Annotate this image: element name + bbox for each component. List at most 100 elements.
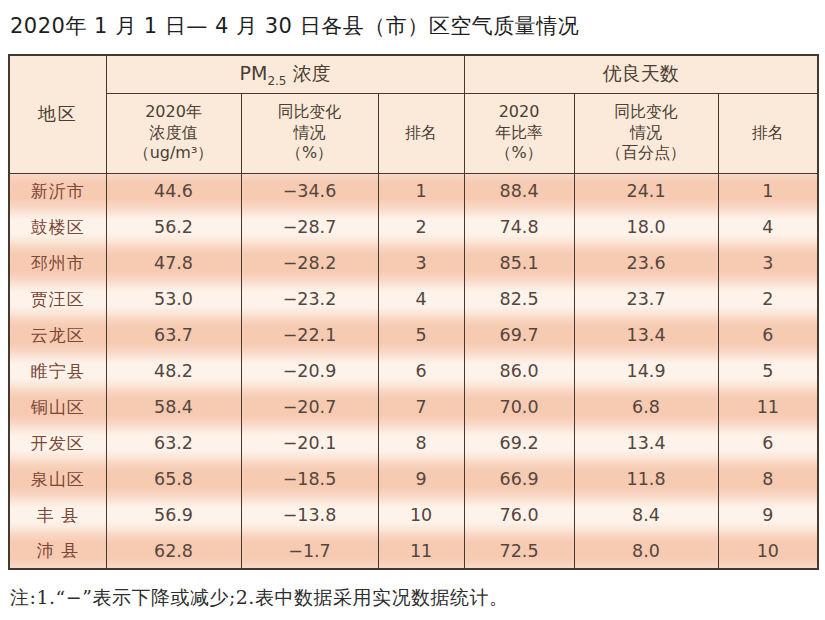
cell-good-change: 23.6 bbox=[574, 245, 718, 281]
header-line: 浓度值 bbox=[107, 123, 241, 144]
cell-good-change: 14.9 bbox=[574, 353, 718, 389]
air-quality-table: 地区 PM2.5 浓度 优良天数 2020年 浓度值 （ug/m³） 同比变化 … bbox=[8, 54, 819, 570]
cell-good-change: 23.7 bbox=[574, 281, 718, 317]
header-line: 年比率 bbox=[465, 123, 574, 144]
table-row: 泉山区 65.8 −18.5 9 66.9 11.8 8 bbox=[9, 461, 818, 497]
cell-good-rank: 1 bbox=[718, 173, 818, 209]
cell-good-change: 24.1 bbox=[574, 173, 718, 209]
cell-good-rank: 6 bbox=[718, 317, 818, 353]
column-header-pm-rank: 排名 bbox=[378, 93, 464, 173]
cell-pm-value: 56.9 bbox=[106, 497, 241, 533]
header-line: 同比变化 bbox=[575, 102, 718, 123]
cell-good-rank: 11 bbox=[718, 389, 818, 425]
cell-good-rate: 70.0 bbox=[464, 389, 574, 425]
cell-region: 泉山区 bbox=[9, 461, 106, 497]
cell-pm-change: −34.6 bbox=[241, 173, 378, 209]
cell-pm-change: −22.1 bbox=[241, 317, 378, 353]
cell-pm-value: 56.2 bbox=[106, 209, 241, 245]
cell-good-change: 11.8 bbox=[574, 461, 718, 497]
cell-pm-value: 53.0 bbox=[106, 281, 241, 317]
cell-pm-value: 63.2 bbox=[106, 425, 241, 461]
cell-good-rank: 10 bbox=[718, 533, 818, 569]
cell-good-rank: 4 bbox=[718, 209, 818, 245]
cell-pm-value: 58.4 bbox=[106, 389, 241, 425]
table-row: 沛 县 62.8 −1.7 11 72.5 8.0 10 bbox=[9, 533, 818, 569]
cell-good-rate: 86.0 bbox=[464, 353, 574, 389]
cell-pm-rank: 5 bbox=[378, 317, 464, 353]
header-line: （%） bbox=[242, 143, 378, 164]
footnote: 注:1.“−”表示下降或减少;2.表中数据采用实况数据统计。 bbox=[10, 585, 817, 611]
cell-good-rank: 9 bbox=[718, 497, 818, 533]
header-line: （ug/m³） bbox=[107, 143, 241, 164]
cell-good-change: 6.8 bbox=[574, 389, 718, 425]
cell-good-rate: 74.8 bbox=[464, 209, 574, 245]
cell-pm-rank: 8 bbox=[378, 425, 464, 461]
column-header-good-rank: 排名 bbox=[718, 93, 818, 173]
cell-good-rank: 2 bbox=[718, 281, 818, 317]
header-line: 2020年 bbox=[107, 102, 241, 123]
cell-region: 开发区 bbox=[9, 425, 106, 461]
cell-pm-change: −1.7 bbox=[241, 533, 378, 569]
pm25-label-prefix: PM bbox=[240, 62, 268, 84]
cell-good-rate: 88.4 bbox=[464, 173, 574, 209]
table-row: 鼓楼区 56.2 −28.7 2 74.8 18.0 4 bbox=[9, 209, 818, 245]
cell-pm-value: 47.8 bbox=[106, 245, 241, 281]
header-line: （%） bbox=[465, 143, 574, 164]
header-line: 2020 bbox=[465, 102, 574, 123]
cell-pm-rank: 7 bbox=[378, 389, 464, 425]
cell-pm-value: 44.6 bbox=[106, 173, 241, 209]
cell-good-change: 8.0 bbox=[574, 533, 718, 569]
pm25-label-suffix: 浓度 bbox=[286, 62, 330, 84]
cell-good-rank: 8 bbox=[718, 461, 818, 497]
cell-region: 沛 县 bbox=[9, 533, 106, 569]
page: 2020年 1 月 1 日— 4 月 30 日各县（市）区空气质量情况 地区 P… bbox=[0, 0, 825, 611]
cell-region: 鼓楼区 bbox=[9, 209, 106, 245]
header-sub-row: 2020年 浓度值 （ug/m³） 同比变化 情况 （%） 排名 2020 年比… bbox=[9, 93, 818, 173]
cell-good-change: 13.4 bbox=[574, 425, 718, 461]
cell-good-rate: 76.0 bbox=[464, 497, 574, 533]
cell-good-rank: 3 bbox=[718, 245, 818, 281]
page-title: 2020年 1 月 1 日— 4 月 30 日各县（市）区空气质量情况 bbox=[10, 12, 817, 40]
table-row: 睢宁县 48.2 −20.9 6 86.0 14.9 5 bbox=[9, 353, 818, 389]
cell-good-rate: 82.5 bbox=[464, 281, 574, 317]
table-row: 云龙区 63.7 −22.1 5 69.7 13.4 6 bbox=[9, 317, 818, 353]
cell-region: 睢宁县 bbox=[9, 353, 106, 389]
cell-pm-change: −23.2 bbox=[241, 281, 378, 317]
cell-good-rate: 69.2 bbox=[464, 425, 574, 461]
cell-good-rate: 72.5 bbox=[464, 533, 574, 569]
cell-pm-rank: 10 bbox=[378, 497, 464, 533]
group-header-good-days: 优良天数 bbox=[464, 55, 818, 93]
column-header-region: 地区 bbox=[9, 55, 106, 173]
header-line: （百分点） bbox=[575, 143, 718, 164]
cell-region: 邳州市 bbox=[9, 245, 106, 281]
cell-good-rate: 85.1 bbox=[464, 245, 574, 281]
column-header-good-rate: 2020 年比率 （%） bbox=[464, 93, 574, 173]
table-row: 邳州市 47.8 −28.2 3 85.1 23.6 3 bbox=[9, 245, 818, 281]
cell-good-rank: 6 bbox=[718, 425, 818, 461]
cell-pm-change: −28.2 bbox=[241, 245, 378, 281]
header-line: 排名 bbox=[719, 123, 818, 144]
cell-region: 云龙区 bbox=[9, 317, 106, 353]
cell-pm-change: −20.7 bbox=[241, 389, 378, 425]
table-row: 丰 县 56.9 −13.8 10 76.0 8.4 9 bbox=[9, 497, 818, 533]
header-line: 排名 bbox=[379, 123, 464, 144]
cell-pm-change: −28.7 bbox=[241, 209, 378, 245]
table-header: 地区 PM2.5 浓度 优良天数 2020年 浓度值 （ug/m³） 同比变化 … bbox=[9, 55, 818, 173]
cell-pm-change: −13.8 bbox=[241, 497, 378, 533]
column-header-pm-value: 2020年 浓度值 （ug/m³） bbox=[106, 93, 241, 173]
header-line: 同比变化 bbox=[242, 102, 378, 123]
cell-region: 新沂市 bbox=[9, 173, 106, 209]
cell-pm-rank: 3 bbox=[378, 245, 464, 281]
cell-pm-change: −20.9 bbox=[241, 353, 378, 389]
cell-good-rank: 5 bbox=[718, 353, 818, 389]
cell-pm-rank: 9 bbox=[378, 461, 464, 497]
cell-pm-rank: 11 bbox=[378, 533, 464, 569]
cell-region: 贾汪区 bbox=[9, 281, 106, 317]
header-line: 情况 bbox=[242, 123, 378, 144]
cell-pm-rank: 1 bbox=[378, 173, 464, 209]
cell-good-rate: 69.7 bbox=[464, 317, 574, 353]
cell-region: 丰 县 bbox=[9, 497, 106, 533]
table-row: 新沂市 44.6 −34.6 1 88.4 24.1 1 bbox=[9, 173, 818, 209]
table-row: 开发区 63.2 −20.1 8 69.2 13.4 6 bbox=[9, 425, 818, 461]
table-row: 贾汪区 53.0 −23.2 4 82.5 23.7 2 bbox=[9, 281, 818, 317]
